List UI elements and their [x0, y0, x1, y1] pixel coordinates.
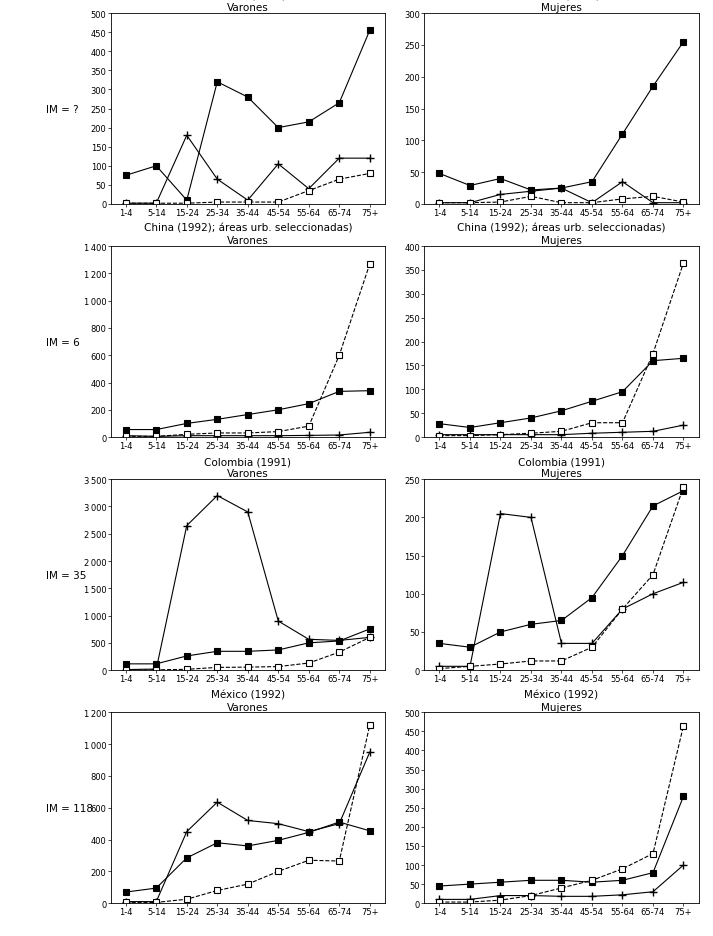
Title: México (1992)
Mujeres: México (1992) Mujeres — [525, 690, 598, 711]
Title: China (1992); áreas urb. seleccionadas)
Mujeres: China (1992); áreas urb. seleccionadas) … — [457, 224, 666, 246]
Text: IM = 35: IM = 35 — [46, 570, 87, 580]
Title: China (1992); áreas urb. seleccionadas)
Varones: China (1992); áreas urb. seleccionadas) … — [143, 224, 352, 246]
Text: IM = 6: IM = 6 — [46, 337, 80, 347]
Text: IM = 118: IM = 118 — [46, 803, 93, 812]
Text: IM = ?: IM = ? — [46, 105, 79, 114]
Title: México (1992)
Varones: México (1992) Varones — [211, 690, 284, 711]
Title: Colombia (1991)
Mujeres: Colombia (1991) Mujeres — [518, 457, 605, 479]
Title: Albania (1992)
Varones: Albania (1992) Varones — [210, 0, 286, 13]
Title: Colombia (1991)
Varones: Colombia (1991) Varones — [204, 457, 292, 479]
Title: Albania (1992)
Mujeres: Albania (1992) Mujeres — [523, 0, 600, 13]
